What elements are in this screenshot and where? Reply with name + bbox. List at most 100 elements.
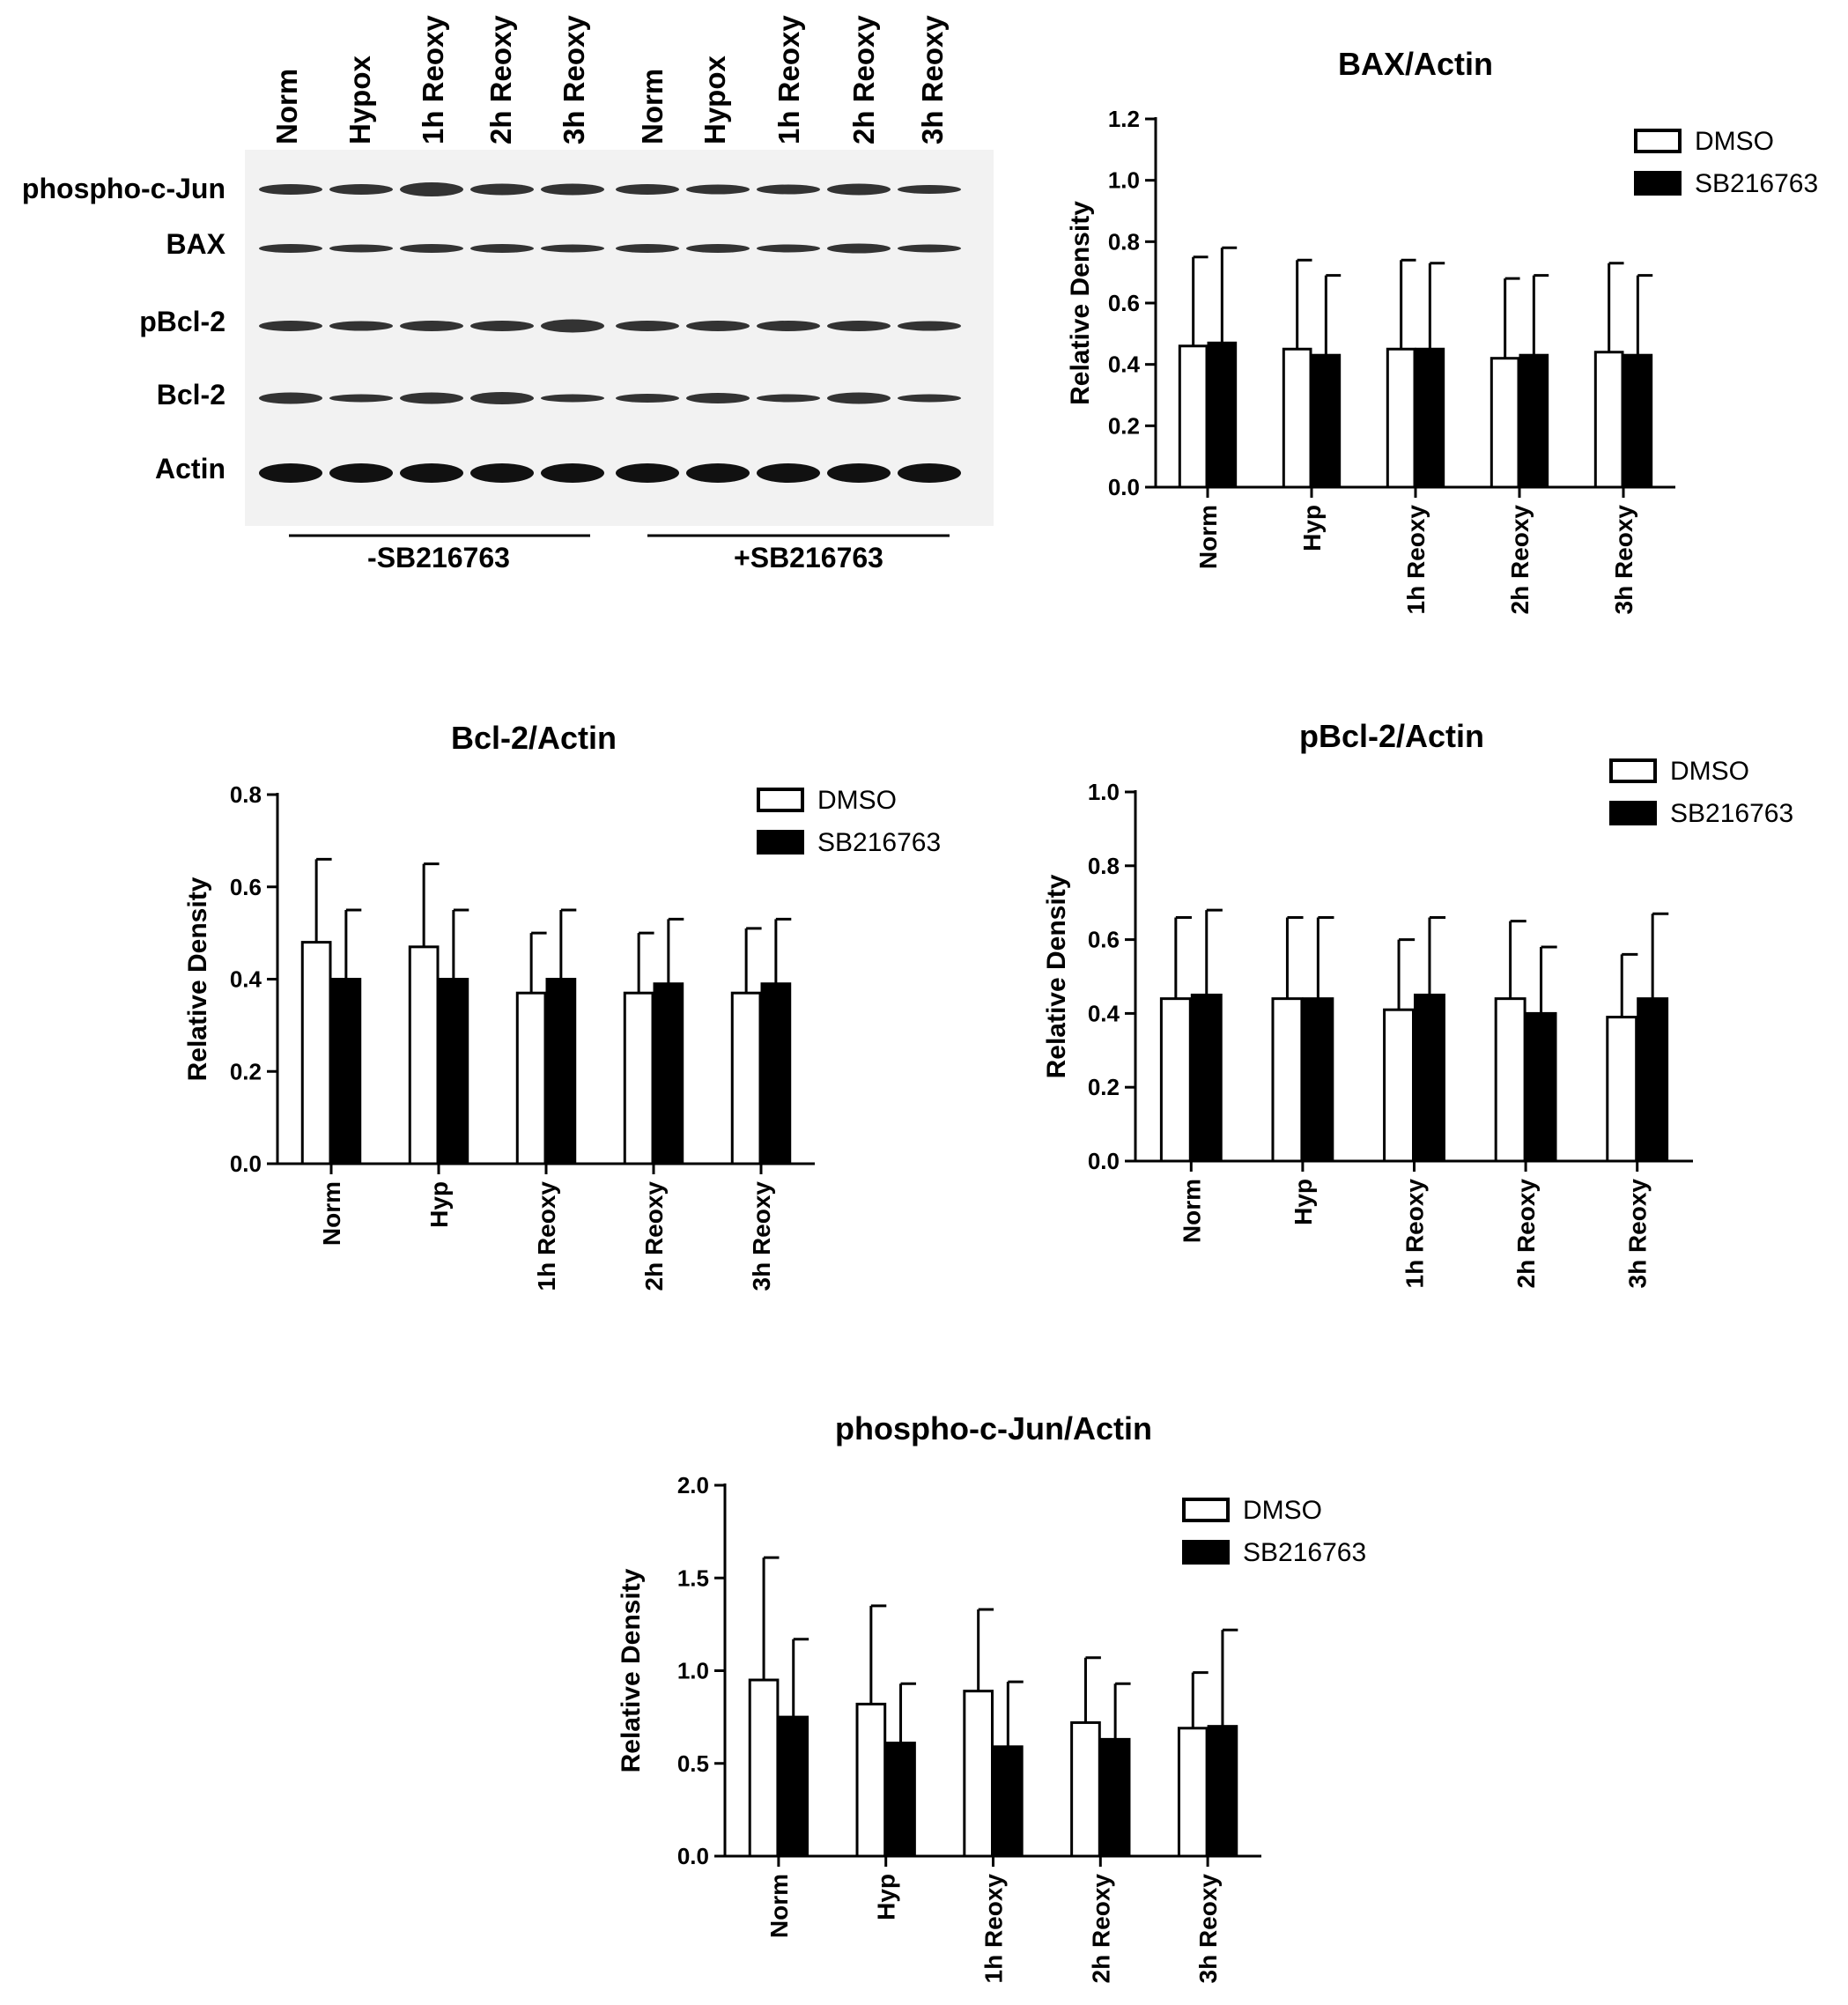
legend-label: SB216763 xyxy=(1670,799,1793,828)
blot-lane-label: Hypox xyxy=(699,55,731,145)
blot-row-label: BAX xyxy=(166,228,225,260)
blot-band xyxy=(541,463,604,483)
blot-band xyxy=(827,463,891,483)
legend-swatch xyxy=(1609,801,1657,825)
bax-actin-chart: BAX/Actin Relative Density 0.0 0.2 0.4 0.6 0.8… xyxy=(1066,46,1818,615)
blot-band xyxy=(259,392,322,404)
x-tick-label: 2h Reoxy xyxy=(1087,1874,1114,1984)
blot-band xyxy=(898,321,961,331)
y-tick-label: 0.0 xyxy=(1088,1148,1120,1174)
legend-swatch xyxy=(757,788,804,812)
y-tick-label: 0.4 xyxy=(1088,1000,1120,1026)
blot-band xyxy=(329,184,393,195)
x-tick-label: Hyp xyxy=(425,1181,453,1228)
x-tick-label: 1h Reoxy xyxy=(533,1181,560,1291)
blot-band xyxy=(259,244,322,253)
bar-sb216763 xyxy=(653,982,684,1165)
y-tick-label: 2.0 xyxy=(677,1472,709,1498)
blot-lane-label: 3h Reoxy xyxy=(558,15,590,144)
blot-membrane xyxy=(245,150,994,526)
bar-sb216763 xyxy=(330,978,362,1165)
x-tick-label: 3h Reoxy xyxy=(1194,1874,1222,1984)
blot-band xyxy=(400,321,463,331)
blot-band xyxy=(470,463,534,483)
bar-sb216763 xyxy=(545,978,577,1165)
blot-band xyxy=(686,393,750,403)
chart-title: BAX/Actin xyxy=(1338,46,1493,82)
bar-sb216763 xyxy=(1190,993,1223,1163)
legend-label: DMSO xyxy=(1670,757,1749,786)
bar-dmso xyxy=(1383,1008,1415,1163)
bar-dmso xyxy=(963,1690,994,1858)
bar-sb216763 xyxy=(993,1745,1024,1858)
bar-dmso xyxy=(1271,997,1304,1163)
bar-dmso xyxy=(623,991,654,1165)
blot-band xyxy=(541,319,604,333)
blot-band xyxy=(541,183,604,196)
x-tick-label: Norm xyxy=(1178,1179,1205,1243)
chart-title: phospho-c-Jun/Actin xyxy=(835,1410,1152,1446)
blot-row-label: phospho-c-Jun xyxy=(22,173,225,204)
blot-band xyxy=(616,321,679,331)
blot-band xyxy=(616,394,679,403)
blot-band xyxy=(329,463,393,483)
blot-band xyxy=(259,184,322,195)
bar-sb216763 xyxy=(1525,1011,1557,1163)
blot-band xyxy=(898,244,961,253)
bar-sb216763 xyxy=(1623,353,1653,489)
legend-label: DMSO xyxy=(817,786,897,815)
x-tick-label: 3h Reoxy xyxy=(1624,1179,1652,1289)
blot-band xyxy=(541,244,604,253)
blot-band xyxy=(827,392,891,404)
x-tick-label: Hyp xyxy=(873,1874,900,1920)
pbcl2-actin-chart: pBcl-2/Actin Relative Density 0.0 0.2 0.4 0.6… xyxy=(1042,718,1793,1289)
bar-dmso xyxy=(1489,357,1520,489)
y-tick-label: 0.8 xyxy=(1088,853,1120,879)
blot-band xyxy=(470,392,534,404)
x-tick-label: 1h Reoxy xyxy=(980,1874,1008,1984)
y-tick-label: 1.2 xyxy=(1108,106,1140,132)
blot-band xyxy=(400,463,463,483)
bar-sb216763 xyxy=(1207,1725,1238,1858)
group-label-minus: -SB216763 xyxy=(367,542,510,573)
bar-dmso xyxy=(1159,997,1192,1163)
bar-sb216763 xyxy=(1519,353,1549,489)
blot-band xyxy=(898,185,961,194)
bar-dmso xyxy=(1178,344,1209,489)
blot-lane-label: Norm xyxy=(270,69,303,144)
blot-band xyxy=(616,463,679,483)
y-tick-label: 1.0 xyxy=(677,1658,709,1684)
y-axis-label: Relative Density xyxy=(183,877,212,1081)
blot-row-label: Bcl-2 xyxy=(157,379,225,411)
x-tick-label: 2h Reoxy xyxy=(1506,505,1534,615)
bar-sb216763 xyxy=(760,982,792,1165)
blot-band xyxy=(616,244,679,253)
blot-lane-label: 2h Reoxy xyxy=(847,15,880,144)
legend-label: SB216763 xyxy=(817,828,941,857)
bar-dmso xyxy=(300,941,332,1165)
y-tick-label: 0.2 xyxy=(230,1058,262,1084)
chart-title: Bcl-2/Actin xyxy=(451,720,617,756)
blot-row-label: pBcl-2 xyxy=(139,306,225,337)
chart-title: pBcl-2/Actin xyxy=(1299,718,1484,754)
x-tick-label: Norm xyxy=(1194,505,1222,569)
bar-dmso xyxy=(1494,997,1526,1163)
bar-dmso xyxy=(1386,347,1416,489)
blot-band xyxy=(400,244,463,253)
x-tick-label: Hyp xyxy=(1298,505,1326,551)
blot-lane-label: 3h Reoxy xyxy=(916,15,949,144)
bar-dmso xyxy=(748,1678,780,1858)
bar-sb216763 xyxy=(1637,997,1669,1163)
y-tick-label: 0.2 xyxy=(1088,1074,1120,1100)
legend-label: SB216763 xyxy=(1695,169,1818,198)
bar-dmso xyxy=(408,945,440,1165)
blot-band xyxy=(827,321,891,331)
y-axis-label: Relative Density xyxy=(1066,201,1095,405)
x-tick-label: 2h Reoxy xyxy=(1512,1179,1540,1289)
x-tick-label: 1h Reoxy xyxy=(1402,505,1430,615)
blot-band xyxy=(898,394,961,403)
y-tick-label: 0.8 xyxy=(230,781,262,808)
bar-dmso xyxy=(1070,1720,1101,1858)
western-blot-panel: Norm Hypox 1h Reoxy 2h Reoxy 3h Reoxy No… xyxy=(22,15,994,573)
